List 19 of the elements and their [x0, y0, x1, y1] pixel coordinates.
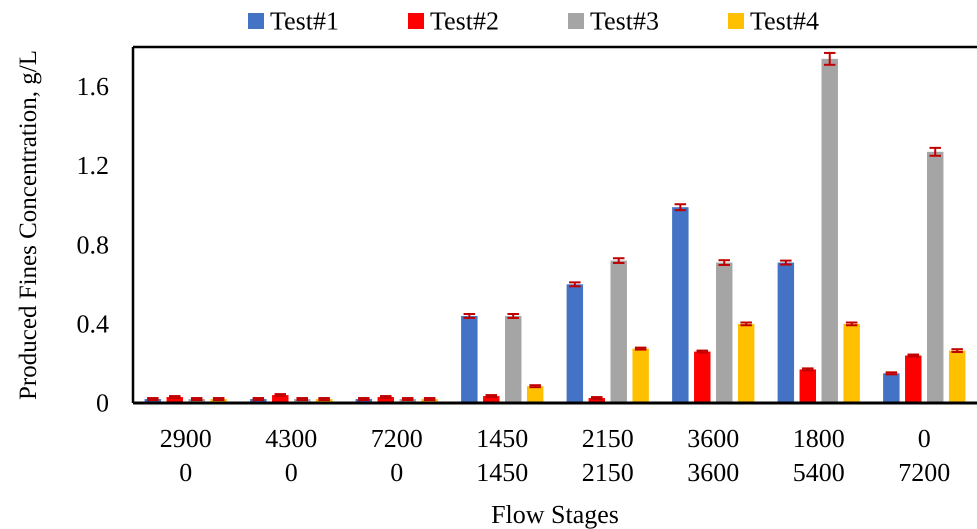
legend-label: Test#1	[270, 6, 339, 36]
x-tick-label: 2150 2150	[582, 424, 634, 487]
x-axis-title: Flow Stages	[491, 500, 619, 529]
x-tick-label: 3600 3600	[687, 424, 740, 487]
x-tick-label: 1800 5400	[792, 424, 845, 487]
y-tick-label: 0.4	[76, 309, 109, 338]
legend-label: Test#2	[430, 6, 499, 36]
y-tick-label: 0	[96, 388, 109, 418]
x-tick-label: 1450 1450	[476, 424, 528, 487]
x-tick-label: 2900 0	[160, 424, 212, 487]
y-tick-label: 1.6	[76, 72, 109, 102]
x-tick-label: 0 7200	[898, 424, 950, 487]
legend-label: Test#4	[750, 6, 819, 36]
y-tick-label: 0.8	[76, 230, 109, 260]
y-tick-label: 1.2	[76, 151, 109, 180]
x-tick-label: 4300 0	[265, 424, 318, 487]
x-tick-label: 7200 0	[370, 424, 423, 487]
y-axis-title: Produced Fines Concentration, g/L	[15, 50, 42, 400]
legend-label: Test#3	[590, 6, 659, 36]
